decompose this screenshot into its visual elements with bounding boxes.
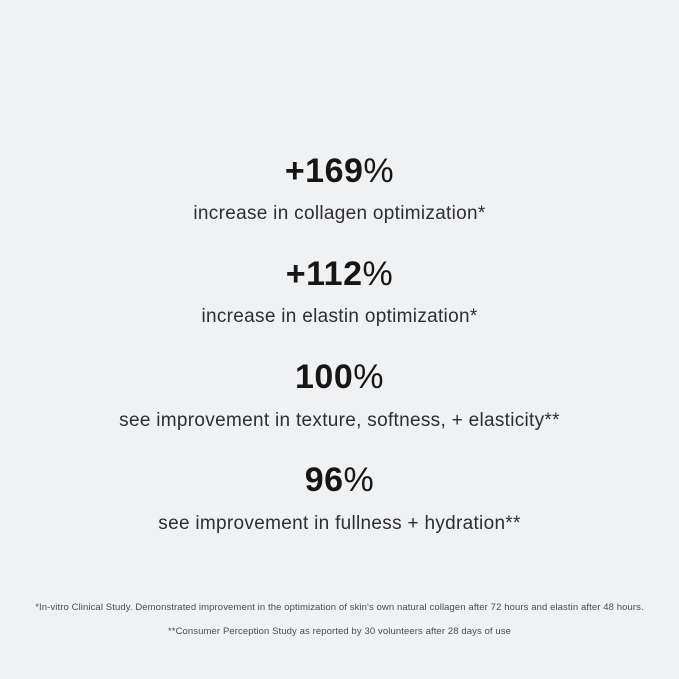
stat-value: +112% [201,255,477,294]
percent-sign: % [343,461,375,500]
stats-list: +169% increase in collagen optimization*… [0,152,679,565]
stat-caption: see improvement in fullness + hydration*… [158,512,521,534]
stat-number: +112 [285,255,363,294]
stat-elastin: +112% increase in elastin optimization* [201,255,478,330]
stat-caption: increase in elastin optimization* [201,306,478,328]
percent-sign: % [353,358,384,397]
stat-value: 96% [158,462,520,499]
stat-caption: increase in collagen optimization* [193,203,486,225]
percent-sign: % [362,255,394,294]
stat-number: 100 [295,358,354,397]
stat-fullness: 96% see improvement in fullness + hydrat… [158,462,520,536]
stat-value: +169% [193,152,485,190]
footnotes: *In-vitro Clinical Study. Demonstrated i… [0,602,679,652]
footnote-clinical-study: *In-vitro Clinical Study. Demonstrated i… [35,602,644,613]
stat-texture: 100% see improvement in texture, softnes… [119,358,560,433]
stat-value: 100% [119,358,560,397]
footnote-consumer-study: **Consumer Perception Study as reported … [167,626,512,638]
stat-caption: see improvement in texture, softness, + … [119,409,560,431]
percent-sign: % [363,152,395,190]
stat-number: 96 [304,461,344,500]
stat-collagen: +169% increase in collagen optimization* [193,152,486,227]
stat-number: +169 [284,152,364,190]
